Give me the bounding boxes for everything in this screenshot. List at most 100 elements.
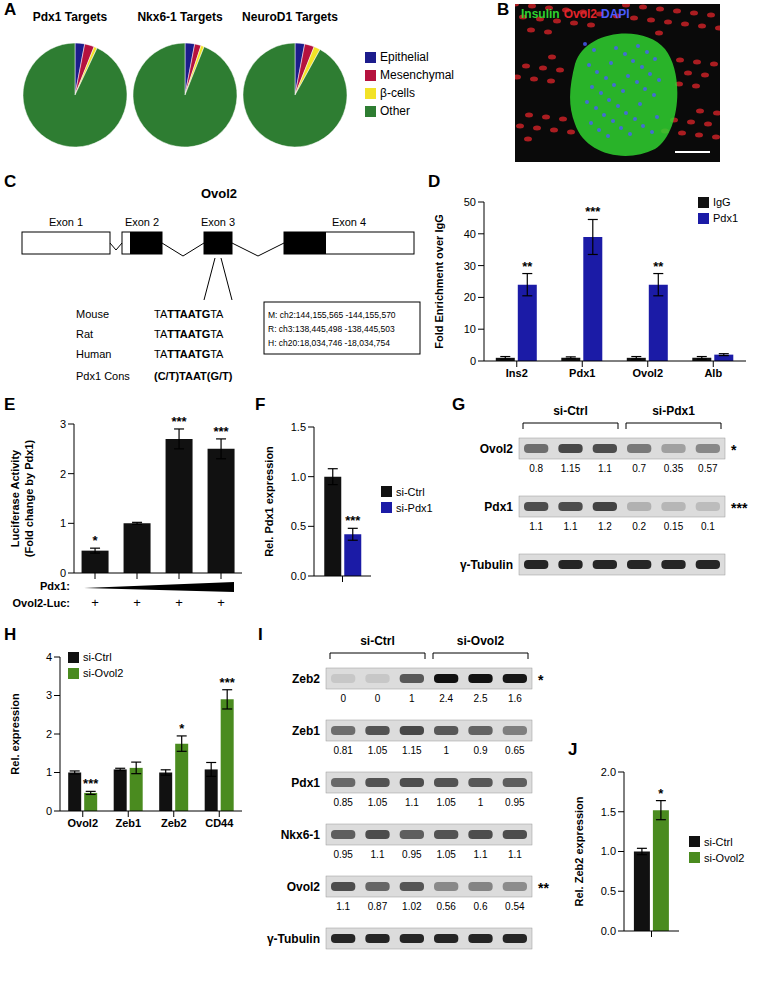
svg-text:H: ch20:18,034,746 -18,034,754: H: ch20:18,034,746 -18,034,754 (268, 338, 390, 348)
svg-text:0.5: 0.5 (291, 520, 306, 532)
svg-text:10: 10 (464, 323, 476, 335)
svg-text:0.6: 0.6 (474, 901, 488, 912)
svg-text:0.95: 0.95 (402, 849, 422, 860)
svg-text:0: 0 (46, 805, 52, 817)
svg-text:Pdx1: Pdx1 (484, 500, 513, 514)
svg-text:1.0: 1.0 (291, 471, 306, 483)
svg-text:30: 30 (464, 260, 476, 272)
svg-text:0.7: 0.7 (632, 463, 646, 474)
svg-text:Fold Enrichment over IgG: Fold Enrichment over IgG (433, 214, 445, 348)
svg-text:0.95: 0.95 (333, 849, 353, 860)
svg-text:3: 3 (60, 418, 66, 430)
svg-text:***: *** (213, 424, 229, 439)
svg-text:20: 20 (464, 291, 476, 303)
svg-text:**: ** (538, 880, 549, 896)
svg-text:2.5: 2.5 (474, 693, 488, 704)
svg-text:si-Ctrl: si-Ctrl (360, 634, 395, 648)
svg-text:Rel. Pdx1 expression: Rel. Pdx1 expression (263, 446, 275, 557)
svg-text:1.1: 1.1 (508, 849, 522, 860)
svg-text:M: ch2:144,155,565 -144,155,57: M: ch2:144,155,565 -144,155,570 (268, 310, 396, 320)
svg-text:1.05: 1.05 (436, 849, 456, 860)
svg-text:50: 50 (464, 196, 476, 208)
svg-text:0.1: 0.1 (701, 521, 715, 532)
svg-text:0.15: 0.15 (664, 521, 684, 532)
svg-text:Exon 3: Exon 3 (201, 216, 235, 228)
svg-text:40: 40 (464, 228, 476, 240)
svg-text:Pdx1: Pdx1 (291, 776, 320, 790)
svg-text:1.02: 1.02 (402, 901, 422, 912)
svg-text:0.35: 0.35 (664, 463, 684, 474)
svg-text:1.15: 1.15 (561, 463, 581, 474)
svg-text:Alb: Alb (704, 367, 722, 379)
svg-text:Exon 4: Exon 4 (332, 216, 366, 228)
svg-text:1.05: 1.05 (436, 797, 456, 808)
svg-text:1.15: 1.15 (402, 745, 422, 756)
svg-text:0.87: 0.87 (368, 901, 388, 912)
svg-text:Luciferase Activity: Luciferase Activity (9, 449, 21, 547)
svg-text:Zeb2: Zeb2 (161, 817, 187, 829)
svg-text:+: + (91, 595, 99, 610)
svg-text:2.0: 2.0 (601, 766, 616, 778)
svg-text:0: 0 (60, 567, 66, 579)
svg-text:+: + (133, 595, 141, 610)
svg-text:0.8: 0.8 (529, 463, 543, 474)
svg-text:si-Ctrl: si-Ctrl (553, 404, 588, 418)
svg-text:1.1: 1.1 (405, 797, 419, 808)
svg-text:0.85: 0.85 (333, 797, 353, 808)
svg-text:Exon 1: Exon 1 (49, 216, 83, 228)
svg-text:0.81: 0.81 (333, 745, 353, 756)
svg-text:2.4: 2.4 (439, 693, 453, 704)
svg-text:Exon 2: Exon 2 (125, 216, 159, 228)
svg-text:0.2: 0.2 (632, 521, 646, 532)
svg-text:CD44: CD44 (205, 817, 234, 829)
svg-text:0: 0 (340, 693, 346, 704)
svg-text:1.1: 1.1 (371, 849, 385, 860)
svg-text:1.1: 1.1 (474, 849, 488, 860)
svg-text:Nkx6-1: Nkx6-1 (281, 828, 321, 842)
svg-text:TATTAATGTA: TATTAATGTA (154, 308, 224, 320)
svg-text:1.0: 1.0 (601, 845, 616, 857)
svg-text:R: ch3:138,445,498 -138,445,50: R: ch3:138,445,498 -138,445,503 (268, 324, 395, 334)
svg-text:0.9: 0.9 (474, 745, 488, 756)
svg-text:2: 2 (60, 468, 66, 480)
svg-text:γ-Tubulin: γ-Tubulin (267, 932, 320, 946)
svg-text:1.5: 1.5 (601, 806, 616, 818)
svg-text:*: * (93, 533, 99, 548)
svg-text:***: *** (171, 414, 187, 429)
svg-text:Pdx1: Pdx1 (569, 367, 595, 379)
svg-text:Ovol2: Ovol2 (201, 186, 237, 201)
svg-text:1: 1 (60, 517, 66, 529)
svg-text:Rel. Zeb2 expression: Rel. Zeb2 expression (573, 796, 585, 906)
svg-text:**: ** (653, 259, 664, 274)
svg-text:*: * (658, 786, 664, 801)
svg-text:*: * (731, 442, 737, 458)
svg-text:Ins2: Ins2 (506, 367, 528, 379)
svg-text:Pdx1 Cons: Pdx1 Cons (76, 370, 130, 382)
svg-text:**: ** (522, 259, 533, 274)
svg-text:***: *** (585, 204, 601, 219)
svg-text:Ovol2: Ovol2 (287, 880, 321, 894)
svg-text:3: 3 (46, 689, 52, 701)
svg-text:Rat: Rat (76, 328, 93, 340)
svg-text:1.1: 1.1 (336, 901, 350, 912)
svg-text:Ovol2: Ovol2 (67, 817, 98, 829)
svg-text:si-Pdx1: si-Pdx1 (652, 404, 695, 418)
svg-text:0: 0 (375, 693, 381, 704)
svg-text:0.5: 0.5 (601, 885, 616, 897)
svg-text:TATTAATGTA: TATTAATGTA (154, 348, 224, 360)
svg-text:2: 2 (46, 728, 52, 740)
svg-text:1: 1 (409, 693, 415, 704)
svg-text:Mouse: Mouse (76, 308, 109, 320)
svg-text:0.0: 0.0 (601, 925, 616, 937)
svg-text:0.95: 0.95 (505, 797, 525, 808)
svg-text:γ-Tubulin: γ-Tubulin (460, 558, 513, 572)
svg-text:***: *** (220, 675, 236, 690)
svg-text:InsulinOvol2DAPI: InsulinOvol2DAPI (521, 7, 630, 21)
svg-text:0.65: 0.65 (505, 745, 525, 756)
svg-text:*: * (538, 672, 544, 688)
svg-text:1: 1 (478, 797, 484, 808)
svg-text:+: + (217, 595, 225, 610)
svg-text:***: *** (345, 513, 361, 528)
svg-text:Rel. expression: Rel. expression (9, 693, 21, 775)
svg-text:1.5: 1.5 (291, 421, 306, 433)
